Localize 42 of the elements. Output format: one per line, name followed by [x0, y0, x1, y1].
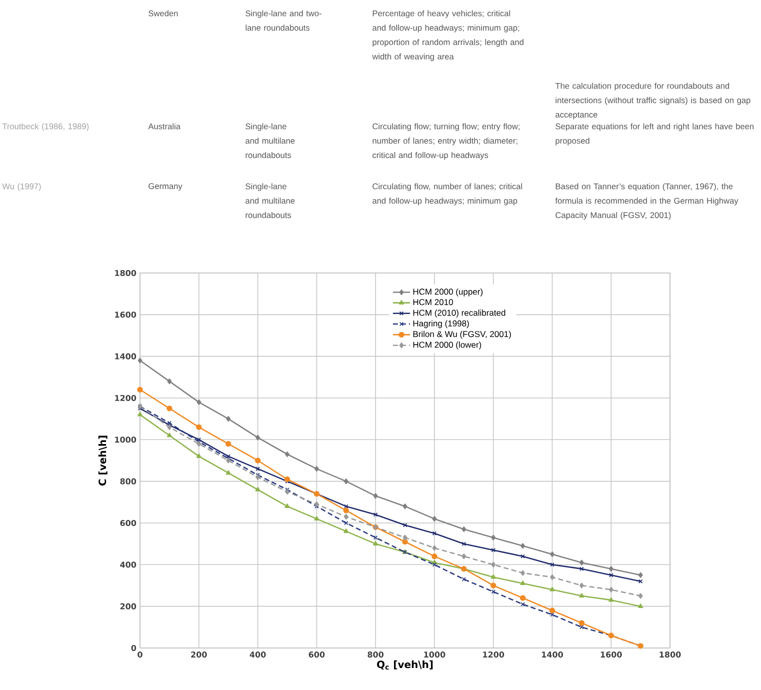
text: Troutbeck (1986, 1989): [2, 123, 89, 131]
x-tick-label: 1600: [600, 652, 622, 658]
x-tick-label: 600: [308, 652, 325, 658]
y-axis-title: C [veh\h]: [98, 436, 108, 486]
y-tick-label: 0: [131, 644, 136, 652]
text: Germany: [148, 183, 182, 191]
text: Single-lane and two-lane roundabouts: [246, 10, 322, 31]
text: Separate equations for left and right lanes have been proposed: [556, 123, 754, 146]
text: Circulating flow; turning flow; entry flow; number of lanes; entry width; diameter; critical and follow-up headways: [372, 123, 520, 160]
x-tick-label: 1200: [483, 652, 504, 658]
text: Wu (1997): [2, 183, 41, 191]
x-tick-label: 800: [368, 652, 384, 658]
y-tick-label: 1200: [115, 394, 136, 402]
y-tick-label: 1000: [115, 436, 136, 443]
text: Single-lane and multilane roundabouts: [246, 123, 295, 158]
y-tick-label: 400: [120, 562, 136, 568]
y-tick-label: 200: [120, 603, 136, 610]
legend-label: HCM 2010: [413, 299, 453, 306]
y-tick-label: 1800: [115, 270, 136, 276]
text: The calculation procedure for roundabouts and intersections (without traffic signals) is based on gap acceptance: [555, 82, 750, 120]
x-tick-label: 1400: [542, 652, 563, 658]
y-tick-label: 1600: [115, 312, 136, 318]
legend-label: HCM 2000 (upper): [413, 288, 483, 296]
x-tick-label: 400: [250, 652, 266, 658]
text: Single-lane and multilane roundabouts: [246, 183, 295, 218]
x-tick-label: 0: [138, 652, 142, 658]
y-tick-label: 1400: [115, 353, 136, 360]
text: Percentage of heavy vehicles; critical and follow-up headways; minimum gap; proportion of random arrivals; length and width of weaving area: [372, 10, 524, 62]
text: Sweden: [148, 10, 178, 16]
x-axis-title: Q$_{c}$ [veh\h]: [377, 660, 433, 670]
text: Circulating flow, number of lanes; critical and follow-up headways; minimum gap: [372, 183, 522, 206]
legend-label: HCM (2010) recalibrated: [413, 310, 506, 318]
x-tick-label: 1800: [660, 652, 681, 658]
y-tick-label: 600: [120, 520, 136, 526]
x-tick-label: 200: [191, 652, 207, 658]
x-tick-label: 1000: [424, 652, 446, 658]
text: Australia: [148, 123, 180, 130]
legend-label: Brilon & Wu (FGSV, 2001): [413, 330, 511, 339]
legend-label: Hagring (1998): [413, 320, 469, 328]
legend-label: HCM 2000 (lower): [413, 342, 482, 350]
text: Based on Tanner’s equation (Tanner, 1967), the formula is recommended in the German Highway Capacity Manual (FGSV, 2001): [555, 183, 738, 220]
y-tick-label: 800: [120, 478, 136, 484]
